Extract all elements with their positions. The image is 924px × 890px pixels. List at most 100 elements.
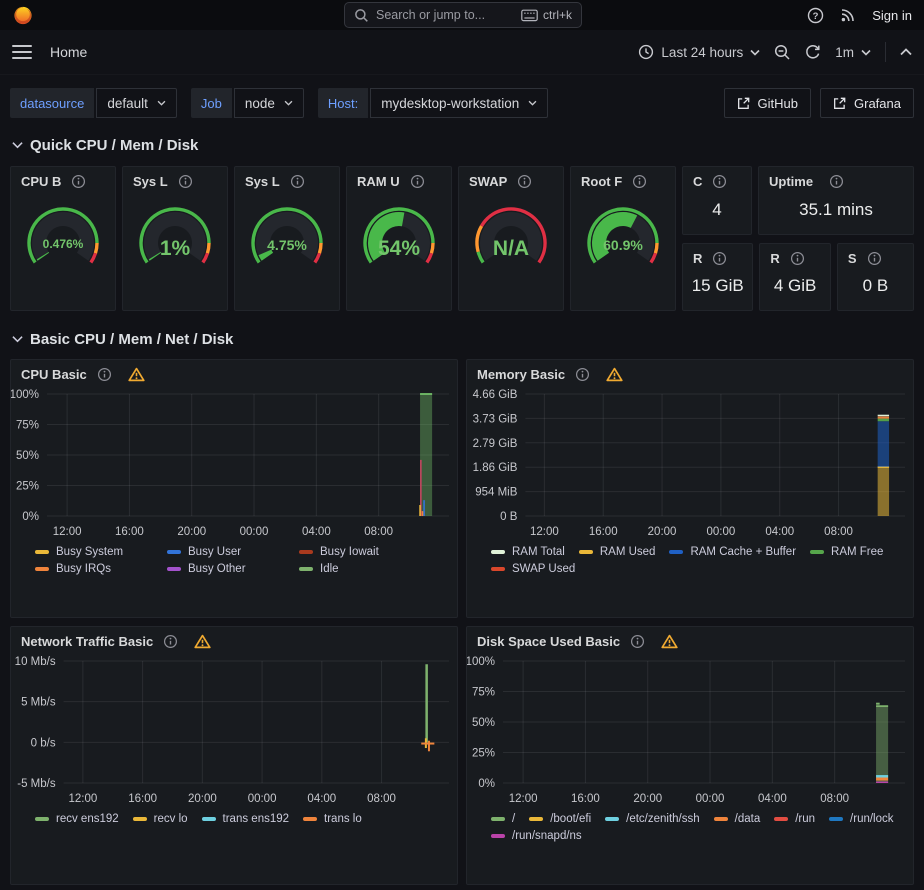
gauge-value: 60.9% <box>573 237 673 253</box>
info-icon[interactable] <box>790 251 805 266</box>
panel-title[interactable]: Sys L <box>245 174 280 189</box>
info-icon[interactable] <box>867 251 882 266</box>
info-icon[interactable] <box>97 367 112 382</box>
legend-item[interactable]: trans lo <box>303 813 362 825</box>
legend-item[interactable]: /run <box>774 813 815 825</box>
info-icon[interactable] <box>829 174 844 189</box>
svg-text:20:00: 20:00 <box>633 793 662 805</box>
variable-value-dropdown[interactable]: mydesktop-workstation <box>370 88 548 118</box>
legend-swatch <box>133 817 147 821</box>
legend-item[interactable]: recv ens192 <box>35 813 119 825</box>
legend-item[interactable]: / <box>491 813 515 825</box>
chevron-down-icon <box>861 49 871 56</box>
svg-text:00:00: 00:00 <box>696 793 725 805</box>
panel-title[interactable]: Memory Basic <box>477 367 565 382</box>
section-basic-cpu-mem-net-disk[interactable]: Basic CPU / Mem / Net / Disk <box>12 328 912 350</box>
info-icon[interactable] <box>178 174 193 189</box>
panel-title[interactable]: Root F <box>581 174 622 189</box>
refresh-button[interactable] <box>805 44 821 60</box>
panel-title[interactable]: Uptime <box>769 174 813 189</box>
zoom-out-button[interactable] <box>774 44 791 61</box>
search-input[interactable]: Search or jump to... ctrl+k <box>344 2 582 28</box>
svg-text:0%: 0% <box>22 511 39 523</box>
panel-memory-basic: Memory Basic 4.66 GiB3.73 GiB2.79 GiB1.8… <box>466 359 914 618</box>
info-icon[interactable] <box>712 251 727 266</box>
warning-icon[interactable] <box>606 367 623 382</box>
legend-item[interactable]: /run/snapd/ns <box>491 830 582 842</box>
legend-item[interactable]: Busy System <box>35 546 153 558</box>
legend-item[interactable]: Busy IRQs <box>35 563 153 575</box>
warning-icon[interactable] <box>128 367 145 382</box>
info-icon[interactable] <box>290 174 305 189</box>
variable-value-dropdown[interactable]: default <box>96 88 177 118</box>
network-chart-plot[interactable]: 10 Mb/s5 Mb/s0 b/s-5 Mb/s12:0016:0020:00… <box>11 653 457 811</box>
cpu-chart-plot[interactable]: 100%75%50%25%0%12:0016:0020:0000:0004:00… <box>11 386 457 544</box>
legend-item[interactable]: recv lo <box>133 813 188 825</box>
gauge-value: N/A <box>461 237 561 261</box>
info-icon[interactable] <box>630 634 645 649</box>
legend-item[interactable]: Busy Iowait <box>299 546 417 558</box>
panel-title[interactable]: RAM U <box>357 174 400 189</box>
grafana-link-button[interactable]: Grafana <box>820 88 914 118</box>
grafana-logo[interactable] <box>12 4 34 26</box>
panel-title[interactable]: Sys L <box>133 174 168 189</box>
info-icon[interactable] <box>712 174 727 189</box>
breadcrumb[interactable]: Home <box>50 44 87 60</box>
legend-label: Busy Iowait <box>320 546 379 558</box>
panel-title[interactable]: R <box>693 251 702 266</box>
legend-item[interactable]: RAM Cache + Buffer <box>669 546 796 558</box>
svg-text:04:00: 04:00 <box>758 793 787 805</box>
legend-item[interactable]: trans ens192 <box>202 813 290 825</box>
chevron-down-icon <box>12 141 23 149</box>
legend-item[interactable]: /etc/zenith/ssh <box>605 813 700 825</box>
svg-text:08:00: 08:00 <box>820 793 849 805</box>
sign-in-button[interactable]: Sign in <box>872 8 912 23</box>
variable-value-dropdown[interactable]: node <box>234 88 304 118</box>
panel-title[interactable]: Disk Space Used Basic <box>477 634 620 649</box>
legend-item[interactable]: SWAP Used <box>491 563 575 575</box>
info-icon[interactable] <box>517 174 532 189</box>
news-rss-icon[interactable] <box>840 7 856 23</box>
legend-swatch <box>303 817 317 821</box>
info-icon[interactable] <box>575 367 590 382</box>
warning-icon[interactable] <box>661 634 678 649</box>
legend-item[interactable]: RAM Free <box>810 546 883 558</box>
collapse-topbar-button[interactable] <box>900 48 912 56</box>
legend-item[interactable]: RAM Used <box>579 546 656 558</box>
help-icon[interactable]: ? <box>807 7 824 24</box>
keyboard-icon <box>521 9 538 22</box>
panel-title[interactable]: SWAP <box>469 174 507 189</box>
legend-item[interactable]: RAM Total <box>491 546 565 558</box>
panel-title[interactable]: CPU B <box>21 174 61 189</box>
panel-title[interactable]: R <box>770 251 779 266</box>
legend-item[interactable]: Busy User <box>167 546 285 558</box>
panel-title[interactable]: C <box>693 174 702 189</box>
info-icon[interactable] <box>632 174 647 189</box>
panel-title[interactable]: CPU Basic <box>21 367 87 382</box>
svg-text:75%: 75% <box>472 687 495 699</box>
info-icon[interactable] <box>410 174 425 189</box>
legend-item[interactable]: Busy Other <box>167 563 285 575</box>
warning-icon[interactable] <box>194 634 211 649</box>
disk-chart-plot[interactable]: 100%75%50%25%0%12:0016:0020:0000:0004:00… <box>467 653 913 811</box>
stat-value: 15 GiB <box>683 266 752 310</box>
info-icon[interactable] <box>163 634 178 649</box>
gauge: 0.476% <box>13 195 113 287</box>
gauge-value: 54% <box>349 237 449 261</box>
legend-item[interactable]: Idle <box>299 563 417 575</box>
memory-chart-plot[interactable]: 4.66 GiB3.73 GiB2.79 GiB1.86 GiB954 MiB0… <box>467 386 913 544</box>
menu-icon[interactable] <box>12 45 32 59</box>
legend-label: /boot/efi <box>550 813 591 825</box>
panel-title[interactable]: S <box>848 251 857 266</box>
legend-swatch <box>167 567 181 571</box>
refresh-interval-dropdown[interactable]: 1m <box>835 45 871 60</box>
panel-title[interactable]: Network Traffic Basic <box>21 634 153 649</box>
legend-item[interactable]: /data <box>714 813 761 825</box>
variable-datasource: datasource default <box>10 88 177 118</box>
info-icon[interactable] <box>71 174 86 189</box>
github-link-button[interactable]: GitHub <box>724 88 811 118</box>
section-quick-cpu-mem-disk[interactable]: Quick CPU / Mem / Disk <box>12 134 912 156</box>
legend-item[interactable]: /boot/efi <box>529 813 591 825</box>
time-range-picker[interactable]: Last 24 hours <box>638 44 760 60</box>
legend-item[interactable]: /run/lock <box>829 813 893 825</box>
